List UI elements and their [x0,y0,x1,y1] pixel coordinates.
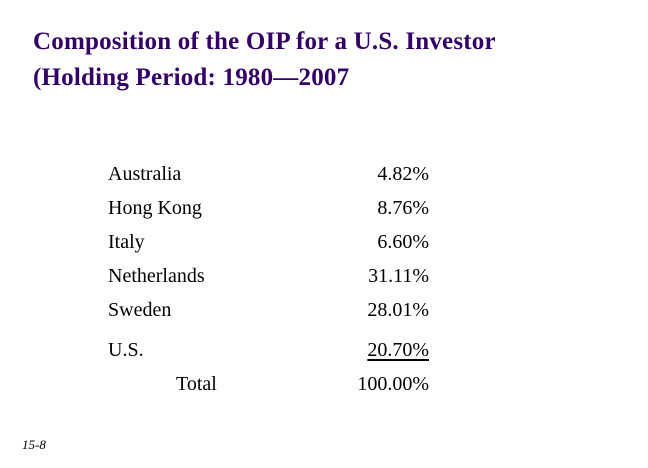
weight-value: 31.11% [368,265,429,287]
weight-value: 6.60% [377,231,429,253]
slide-title-line-2: (Holding Period: 1980—2007 [33,64,350,91]
table-row: Hong Kong 8.76% [108,191,429,225]
slide-title: Composition of the OIP for a U.S. Invest… [33,24,613,96]
weight-value-underlined: 20.70% [367,339,429,361]
table-row: Sweden 28.01% [108,293,429,327]
table-row: Netherlands 31.11% [108,259,429,293]
slide-title-line-1: Composition of the OIP for a U.S. Invest… [33,28,496,55]
total-label: Total [176,373,217,395]
composition-table: Australia 4.82% Hong Kong 8.76% Italy 6.… [108,157,429,401]
weight-value: 4.82% [377,163,429,185]
weight-value: 28.01% [367,299,429,321]
table-row: Italy 6.60% [108,225,429,259]
country-label: Italy [108,231,145,253]
country-label: Hong Kong [108,197,202,219]
weight-value: 8.76% [377,197,429,219]
table-row-total: Total 100.00% [108,367,429,401]
table-row: Australia 4.82% [108,157,429,191]
country-label: Australia [108,163,182,185]
page-number: 15-8 [22,437,46,452]
table-row-us: U.S. 20.70% [108,333,429,367]
total-value: 100.00% [357,373,429,395]
country-label: Sweden [108,299,172,321]
country-label: U.S. [108,339,144,361]
country-label: Netherlands [108,265,205,287]
